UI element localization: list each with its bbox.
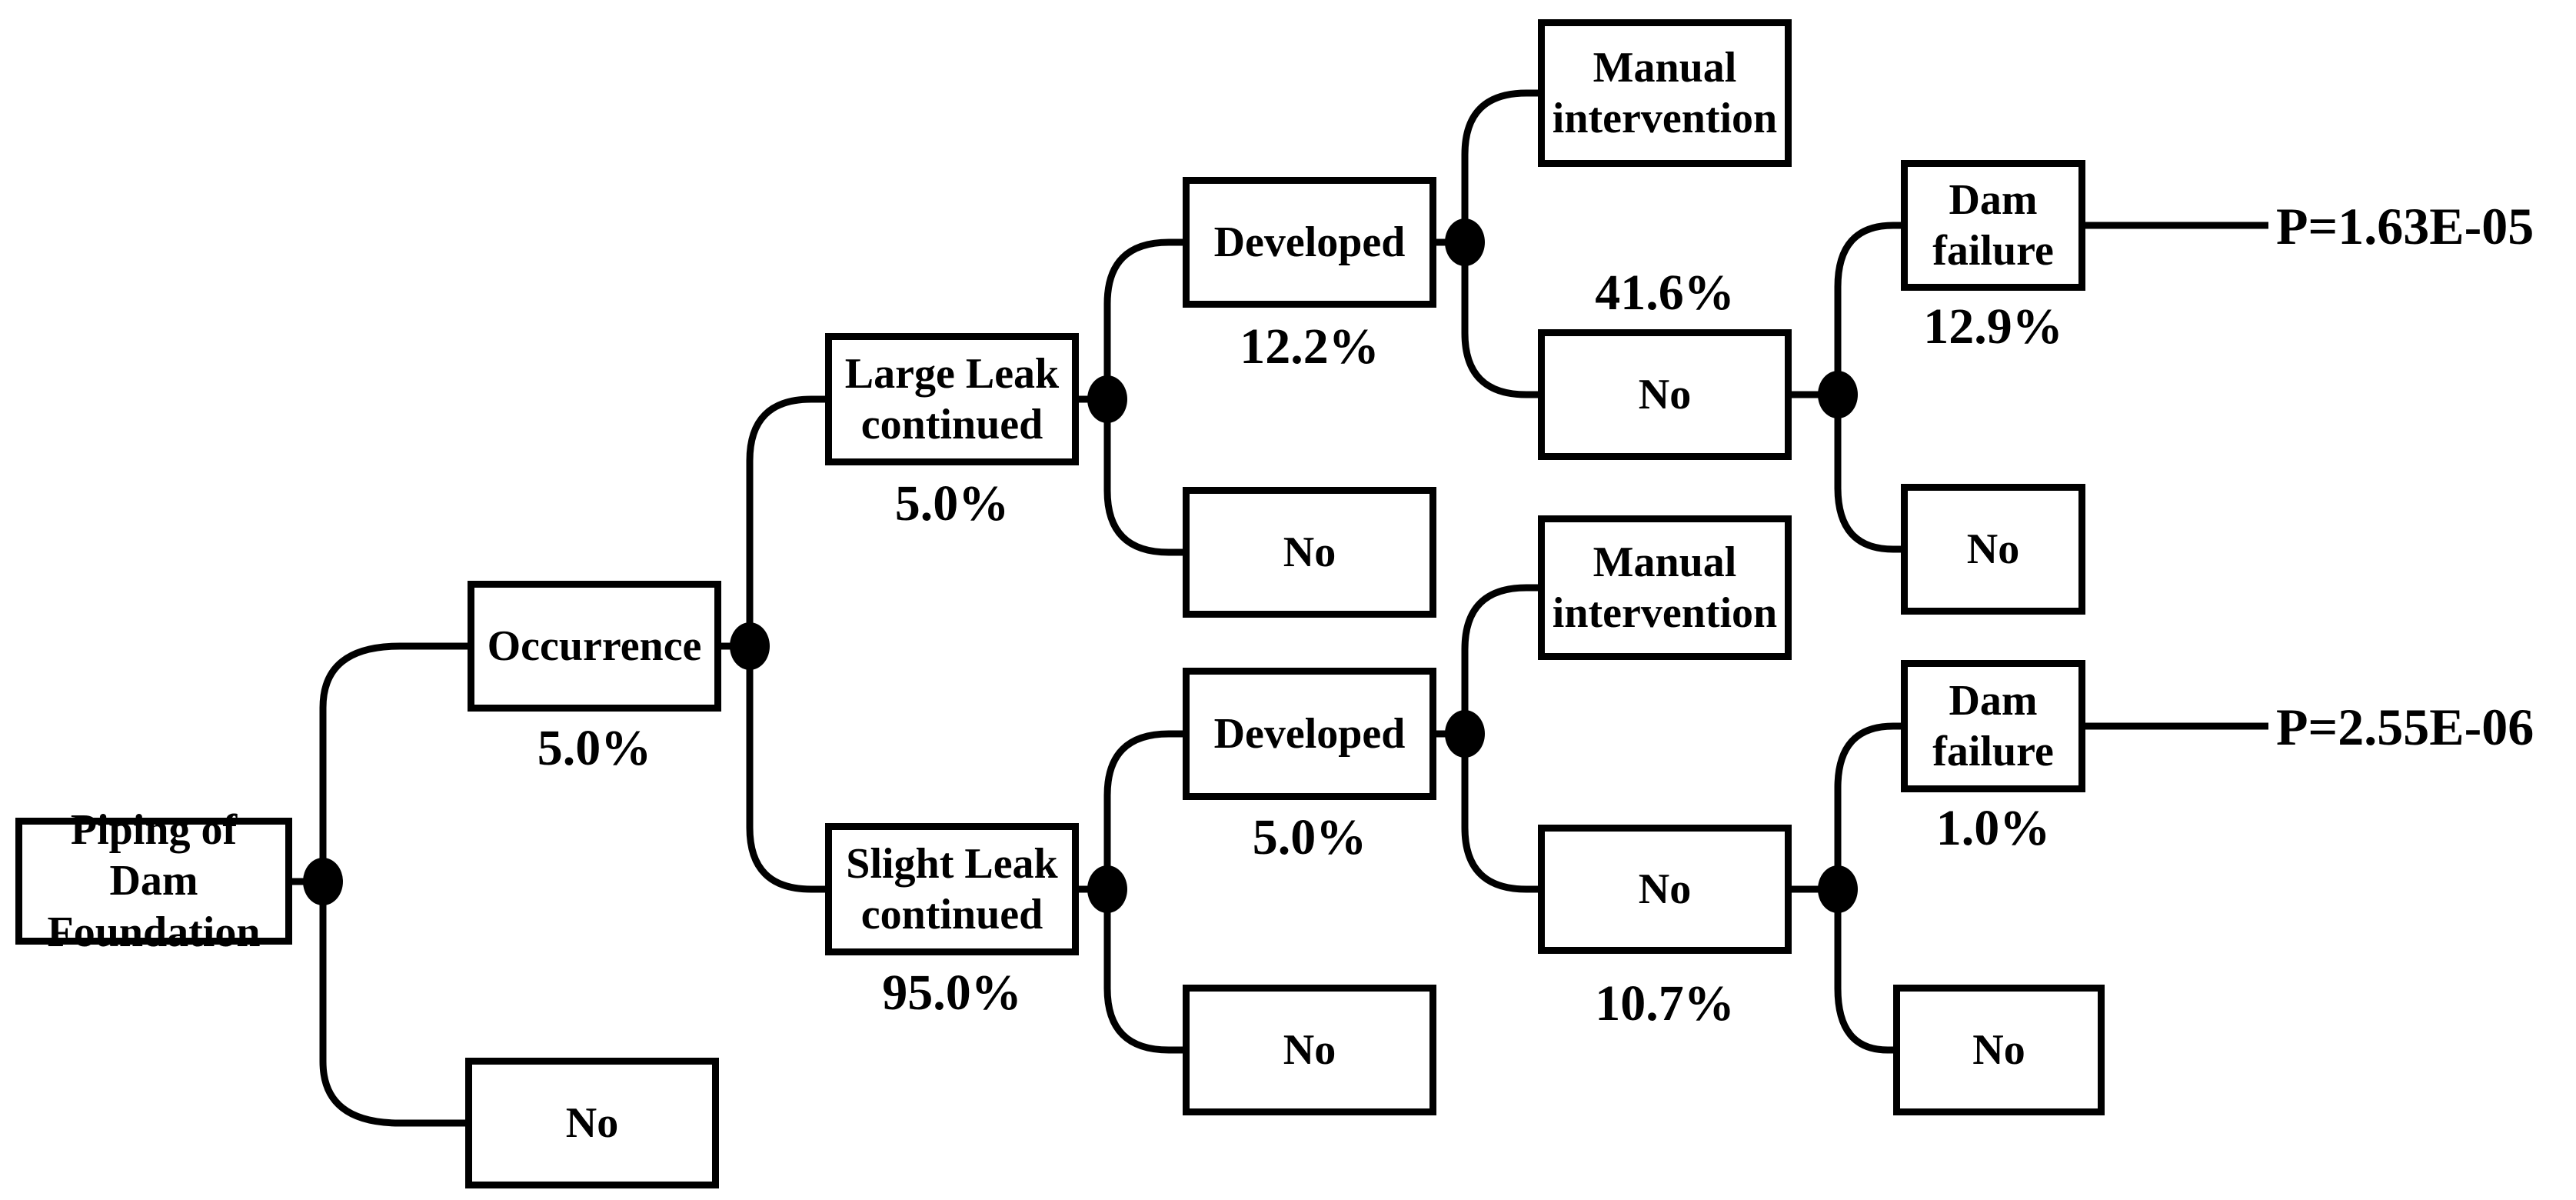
edge-root-occurrence xyxy=(319,642,468,882)
node-no-occurrence: No xyxy=(465,1058,719,1188)
node-label-no-intervention-slight: No xyxy=(1638,865,1692,913)
node-dot-developed-slight xyxy=(1445,710,1485,758)
node-dam-failure-slight: Dam failure xyxy=(1901,660,2085,792)
node-dot-developed-large xyxy=(1445,218,1485,266)
node-label-root: Piping of Dam Foundation xyxy=(47,806,261,956)
node-label-large-leak: Large Leak continued xyxy=(844,349,1060,448)
edge-developed-slight-manual xyxy=(1461,584,1538,734)
edge-root-no xyxy=(319,882,465,1127)
edge-developed-slight-no xyxy=(1461,734,1538,893)
node-occurrence: Occurrence xyxy=(468,581,721,712)
node-no-developed-large: No xyxy=(1183,487,1436,618)
edge-slight-leak-developed xyxy=(1103,730,1183,889)
node-label-dam-failure-large: Dam failure xyxy=(1932,175,2054,275)
edge-large-leak-no xyxy=(1103,399,1183,556)
node-large-leak-continued: Large Leak continued xyxy=(825,333,1079,465)
edge-developed-large-manual xyxy=(1461,89,1538,242)
edge-occurrence-large-leak xyxy=(746,395,825,646)
node-label-slight-leak: Slight Leak continued xyxy=(846,839,1058,938)
node-dot-no-intervention-large xyxy=(1818,371,1858,418)
percent-dam-failure-slight: 1.0% xyxy=(1935,800,2051,856)
node-label-occurrence: Occurrence xyxy=(487,622,702,670)
percent-developed-slight: 5.0% xyxy=(1252,809,1367,865)
node-label-no-failure-large: No xyxy=(1966,525,2020,573)
node-no-developed-slight: No xyxy=(1183,985,1436,1115)
percent-dam-failure-large: 12.9% xyxy=(1923,298,2063,355)
node-dot-root xyxy=(303,858,343,905)
node-piping-of-dam-foundation: Piping of Dam Foundation xyxy=(15,806,292,956)
p-value-dam-failure-large: P=1.63E-05 xyxy=(2276,197,2534,255)
p-value-dam-failure-slight: P=2.55E-06 xyxy=(2276,698,2534,756)
node-developed-large: Developed xyxy=(1183,177,1436,308)
edge-no-large-dam-failure xyxy=(1834,222,1901,395)
edge-large-leak-developed xyxy=(1103,238,1183,399)
node-label-no-occurrence: No xyxy=(565,1098,619,1147)
edge-no-slight-dam-failure xyxy=(1834,722,1901,889)
node-label-developed-large: Developed xyxy=(1213,218,1406,266)
percent-occurrence: 5.0% xyxy=(537,720,652,776)
node-dam-failure-large: Dam failure xyxy=(1901,160,2085,291)
percent-large-leak: 5.0% xyxy=(894,475,1010,532)
node-dot-no-intervention-slight xyxy=(1818,865,1858,913)
node-no-failure-large: No xyxy=(1901,484,2085,615)
node-label-manual-intervention-slight: Manual intervention xyxy=(1552,538,1778,637)
edge-developed-large-no xyxy=(1461,242,1538,398)
node-developed-slight: Developed xyxy=(1183,668,1436,800)
node-dot-large-leak xyxy=(1087,375,1127,423)
node-label-developed-slight: Developed xyxy=(1213,709,1406,758)
edge-occurrence-slight-leak xyxy=(746,646,825,893)
node-label-no-intervention-large: No xyxy=(1638,370,1692,418)
node-dot-slight-leak xyxy=(1087,865,1127,913)
percent-slight-leak: 95.0% xyxy=(882,965,1022,1021)
node-no-failure-slight: No xyxy=(1893,985,2105,1115)
node-label-no-failure-slight: No xyxy=(1972,1025,2025,1074)
node-label-dam-failure-slight: Dam failure xyxy=(1932,676,2054,775)
node-manual-intervention-large: Manual intervention xyxy=(1538,19,1792,167)
percent-no-intervention-slight: 10.7% xyxy=(1595,975,1735,1032)
edge-no-large-no-failure xyxy=(1834,395,1901,553)
edge-slight-leak-no xyxy=(1103,889,1183,1054)
node-no-intervention-large: No xyxy=(1538,329,1792,460)
node-label-manual-intervention-large: Manual intervention xyxy=(1552,43,1778,142)
percent-developed-large: 12.2% xyxy=(1240,318,1380,375)
node-no-intervention-slight: No xyxy=(1538,825,1792,954)
node-dot-occurrence xyxy=(730,622,770,670)
node-label-no-developed-large: No xyxy=(1283,528,1336,576)
percent-manual-intervention-large: 41.6% xyxy=(1595,265,1735,321)
edge-no-slight-no-failure xyxy=(1834,889,1893,1054)
node-slight-leak-continued: Slight Leak continued xyxy=(825,823,1079,955)
node-label-no-developed-slight: No xyxy=(1283,1025,1336,1074)
node-manual-intervention-slight: Manual intervention xyxy=(1538,515,1792,660)
